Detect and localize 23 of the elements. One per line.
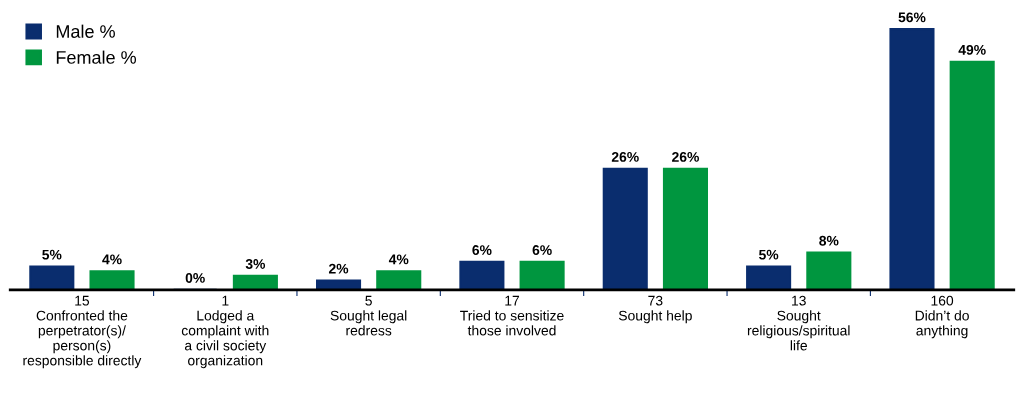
data-label: 26%: [672, 152, 699, 162]
x-tick-label: 5 Sought legal redress: [330, 295, 407, 336]
data-label: 6%: [472, 245, 492, 255]
x-tick-label: 17 Tried to sensitize those involved: [460, 295, 564, 336]
x-tick-label: 1 Lodged a complaint with a civil society organization: [181, 295, 269, 369]
x-tick-label: 15 Confronted the perpetrator(s)/ person(s) responsible directly: [23, 295, 142, 369]
data-label: 0%: [185, 273, 205, 283]
legend-label: Male %: [56, 24, 115, 38]
data-label: 2%: [328, 263, 349, 274]
data-label: 4%: [388, 254, 409, 265]
x-tick-label: 73 Sought help: [618, 295, 692, 324]
data-label: 56%: [898, 12, 926, 23]
data-label: 49%: [958, 44, 986, 55]
x-tick-label: 13 Sought religious/spiritual life: [747, 295, 850, 351]
data-label: 3%: [245, 259, 266, 269]
x-tick-label: 160 Didn’t do anything: [915, 295, 969, 339]
legend-label: Female %: [56, 50, 137, 64]
data-label: 8%: [819, 235, 839, 246]
data-label: 26%: [611, 152, 639, 162]
data-label: 6%: [532, 245, 552, 255]
data-label: 5%: [42, 249, 62, 260]
data-label: 5%: [759, 249, 779, 260]
data-label: 4%: [102, 254, 122, 265]
